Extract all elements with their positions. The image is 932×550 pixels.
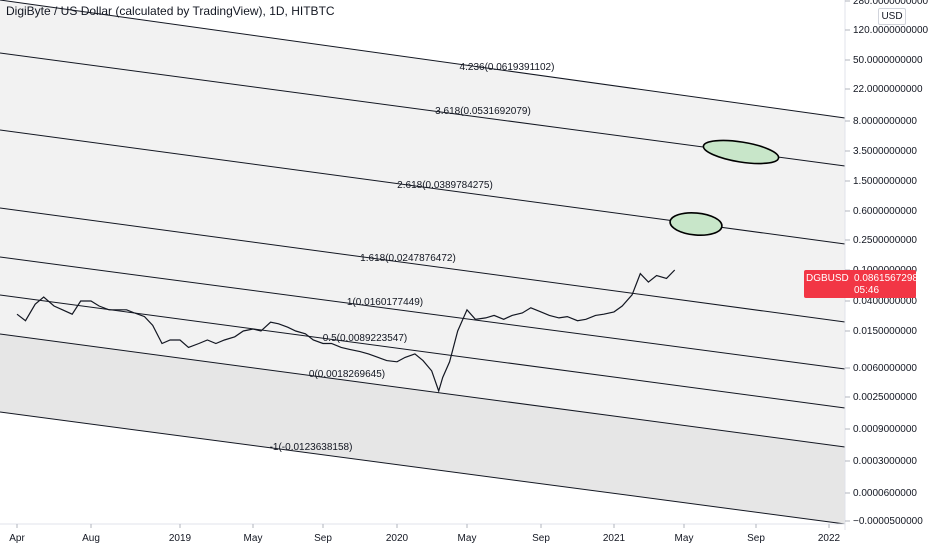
fib-level-label: 0.5(0.0089223547)	[323, 333, 408, 344]
fib-level-label: 1(0.0160177449)	[347, 297, 423, 308]
price-series-line	[16, 269, 676, 393]
fib-level-line	[0, 294, 846, 409]
fib-band	[0, 257, 845, 408]
y-tick-label: −0.0000500000	[853, 516, 923, 527]
price-tag-symbol: DGBUSD	[806, 273, 849, 284]
y-tick-label: 0.0150000000	[853, 326, 917, 337]
x-tick-label: May	[458, 533, 477, 544]
price-tag-countdown: 05:46	[854, 285, 880, 296]
fib-level-label: 0(0.0018269645)	[309, 369, 385, 380]
y-tick-label: 3.5000000000	[853, 146, 917, 157]
price-tag-value: 0.0861567298	[854, 273, 918, 284]
y-tick-label: 0.2500000000	[853, 235, 917, 246]
last-price-tag: DGBUSD 0.0861567298 05:46	[804, 270, 918, 298]
x-tick-label: Sep	[532, 533, 550, 544]
fib-band	[0, 53, 845, 244]
x-tick-label: 2022	[818, 533, 841, 544]
y-tick-label: 0.0400000000	[853, 296, 917, 307]
x-tick-label: 2021	[603, 533, 626, 544]
fib-level-labels: 4.236(0.0619391102) 3.618(0.0531692079) 2.…	[270, 62, 555, 453]
chart-title: DigiByte / US Dollar (calculated by Trad…	[6, 4, 335, 18]
y-tick-label: 0.0003000000	[853, 456, 917, 467]
target-ellipses	[669, 139, 780, 236]
y-tick-label: 50.0000000000	[853, 55, 923, 66]
x-tick-label: Sep	[747, 533, 765, 544]
fib-level-label: 3.618(0.0531692079)	[435, 106, 531, 117]
fib-level-line	[0, 333, 846, 448]
fib-level-line	[0, 256, 846, 370]
y-tick-label: 0.0025000000	[853, 392, 917, 403]
fib-band	[0, 0, 845, 166]
fib-level-line	[0, 411, 846, 525]
y-tick-label: 120.0000000000	[853, 25, 929, 36]
x-tick-label: Sep	[314, 533, 332, 544]
fib-channel-bands	[0, 0, 845, 524]
target-ellipse-upper	[702, 139, 780, 165]
x-tick-label: 2020	[386, 533, 409, 544]
fib-level-label: 2.618(0.0389784275)	[397, 180, 493, 191]
fib-level-line	[0, 0, 846, 119]
y-tick-label: 0.0060000000	[853, 363, 917, 374]
target-ellipse-lower	[669, 212, 723, 236]
y-tick-label: 0.0009000000	[853, 424, 917, 435]
fib-band	[0, 130, 845, 322]
y-tick-label: 8.0000000000	[853, 116, 917, 127]
y-tick-label: 0.0000600000	[853, 488, 917, 499]
x-tick-label: Apr	[9, 533, 25, 544]
fib-band	[0, 334, 845, 524]
x-axis[interactable]: Apr Aug 2019 May Sep 2020 May Sep 2021 May Sep 2022	[9, 524, 841, 544]
y-axis[interactable]: 280.0000000000 120.0000000000 50.000000000…	[845, 0, 929, 527]
y-tick-label: 1.5000000000	[853, 176, 917, 187]
x-tick-label: 2019	[169, 533, 192, 544]
fib-level-line	[0, 207, 846, 323]
fib-band	[0, 208, 845, 369]
x-tick-label: Aug	[82, 533, 100, 544]
fib-band	[0, 295, 845, 447]
fib-level-label: 1.618(0.0247876472)	[360, 253, 456, 264]
fib-level-label: 4.236(0.0619391102)	[460, 62, 555, 73]
x-tick-label: May	[675, 533, 694, 544]
fib-level-label: -1(-0.0123638158)	[270, 442, 353, 453]
y-tick-label: 280.0000000000	[853, 0, 929, 7]
y-tick-label: 22.0000000000	[853, 84, 923, 95]
currency-button[interactable]: USD	[878, 8, 906, 25]
x-tick-label: May	[244, 533, 263, 544]
y-tick-label: 0.6000000000	[853, 206, 917, 217]
